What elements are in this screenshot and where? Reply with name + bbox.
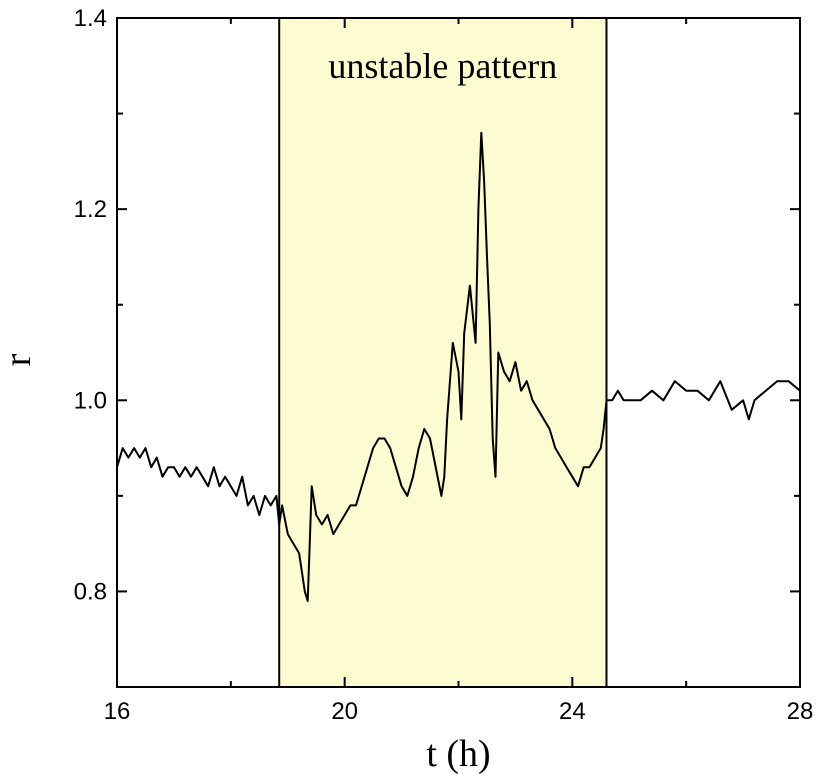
y-tick-label: 1.0 — [74, 387, 107, 414]
x-tick-label: 24 — [559, 698, 586, 725]
x-axis-title: t (h) — [426, 733, 490, 775]
y-axis-title: r — [0, 353, 39, 366]
x-tick-label: 20 — [331, 698, 358, 725]
y-tick-label: 0.8 — [74, 578, 107, 605]
y-tick-label: 1.2 — [74, 196, 107, 223]
x-tick-label: 28 — [787, 698, 814, 725]
series-line — [116, 131, 801, 602]
y-tick-label: 1.4 — [74, 5, 107, 32]
highlight-label: unstable pattern — [328, 46, 557, 86]
highlight-region — [279, 18, 607, 687]
x-tick-label: 16 — [104, 698, 131, 725]
